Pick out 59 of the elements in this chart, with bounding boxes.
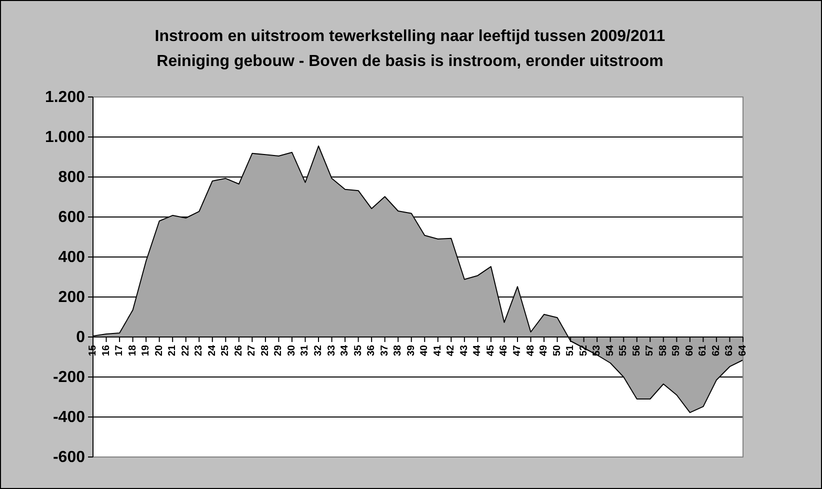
x-tick-label: 61 [698, 344, 709, 356]
y-tick-label: 800 [58, 169, 86, 186]
x-tick-label: 39 [406, 344, 417, 356]
x-tick-label: 19 [140, 344, 152, 356]
x-tick-label: 56 [631, 344, 642, 356]
x-tick-label: 44 [472, 344, 484, 356]
y-tick-label: -600 [52, 449, 86, 466]
x-tick-label: 46 [498, 344, 510, 356]
y-tick-label: 600 [58, 209, 86, 226]
x-tick-label: 60 [684, 344, 696, 356]
chart-subtitle: Reiniging gebouw - Boven de basis is instroom, eronder uitstroom [156, 53, 664, 70]
x-tick-label: 40 [419, 344, 430, 356]
x-tick-label: 50 [552, 344, 563, 356]
x-tick-label: 42 [446, 344, 457, 356]
x-tick-label: 59 [671, 344, 682, 356]
y-tick-label: 1.200 [44, 89, 86, 106]
y-tick-label: 1.000 [44, 129, 86, 146]
x-tick-label: 57 [644, 344, 656, 356]
x-tick-label: 27 [246, 344, 258, 356]
x-tick-label: 55 [618, 344, 630, 356]
x-tick-label: 58 [658, 344, 669, 356]
y-tick-label: 0 [76, 329, 86, 346]
x-tick-label: 28 [260, 344, 271, 356]
x-tick-label: 36 [366, 344, 378, 356]
x-tick-label: 23 [194, 344, 205, 356]
x-tick-label: 17 [114, 344, 126, 356]
x-tick-label: 34 [340, 344, 351, 356]
x-tick-label: 54 [604, 344, 616, 356]
x-tick-label: 26 [233, 344, 244, 356]
x-tick-label: 51 [565, 344, 576, 356]
x-tick-label: 33 [326, 344, 338, 356]
y-tick-label: 200 [58, 289, 86, 306]
x-tick-label: 21 [167, 344, 178, 356]
x-tick-label: 32 [313, 344, 324, 356]
x-tick-label: 24 [206, 344, 218, 356]
x-tick-label: 29 [273, 344, 284, 356]
x-tick-label: 31 [300, 344, 311, 356]
x-tick-label: 47 [512, 344, 523, 356]
y-tick-label: -200 [52, 369, 86, 386]
y-tick-label: -400 [52, 409, 86, 426]
x-tick-label: 18 [127, 344, 138, 356]
x-tick-label: 43 [458, 344, 470, 356]
x-tick-label: 49 [538, 344, 550, 356]
chart-title: Instroom en uitstroom tewerkstelling naar leeftijd tussen 2009/2011 [154, 28, 666, 45]
x-tick-label: 48 [525, 344, 536, 356]
x-tick-label: 37 [379, 344, 390, 356]
x-tick-label: 25 [220, 344, 232, 356]
y-tick-label: 400 [58, 249, 86, 266]
x-tick-label: 35 [352, 344, 364, 356]
x-tick-label: 38 [392, 344, 404, 356]
x-tick-label: 30 [286, 344, 298, 356]
x-tick-label: 45 [485, 344, 496, 356]
x-tick-label: 22 [180, 344, 192, 356]
x-tick-label: 64 [738, 344, 748, 356]
x-tick-label: 16 [100, 344, 112, 356]
x-tick-label: 41 [432, 344, 444, 356]
x-tick-label: 63 [724, 344, 736, 356]
x-tick-label: 62 [710, 344, 722, 356]
x-tick-label: 20 [154, 344, 165, 356]
